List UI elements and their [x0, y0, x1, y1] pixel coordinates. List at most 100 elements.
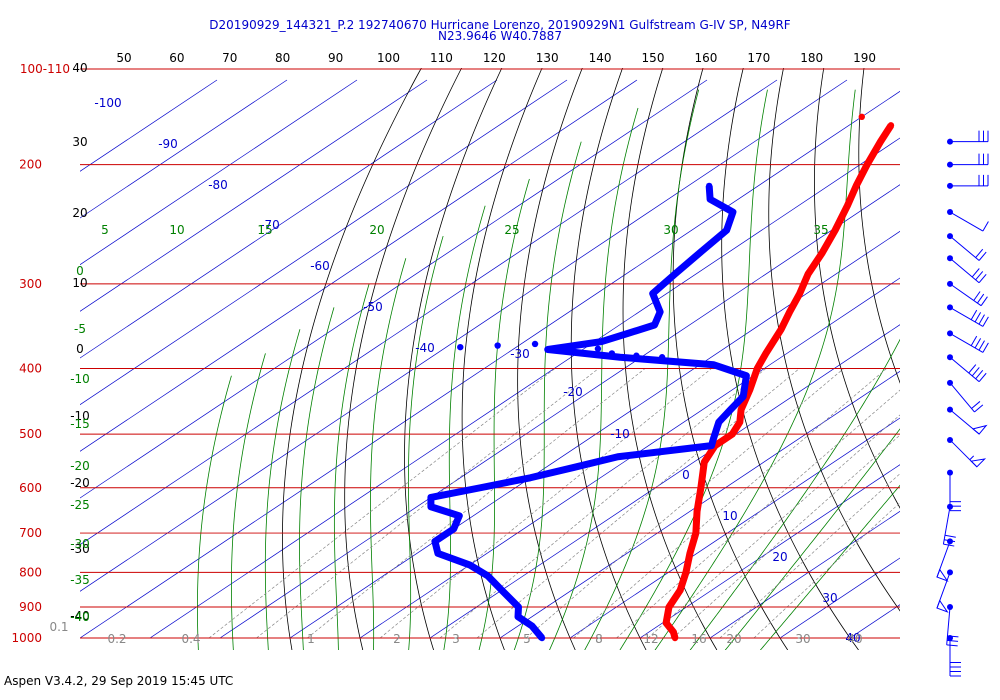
- moist-adiabat-label: -30: [70, 537, 90, 551]
- dewpoint-point: [608, 350, 616, 357]
- mixing-ratio-label: 1: [307, 632, 315, 646]
- wind-barb: [936, 538, 953, 582]
- dewpoint-point: [656, 308, 664, 316]
- temperature-point: [818, 249, 826, 257]
- left-temp-label: 10: [72, 276, 87, 290]
- moist-adiabat-label: 5: [101, 223, 109, 237]
- isotherm-label: 20: [772, 550, 787, 564]
- isotherm-label: 0: [682, 468, 690, 482]
- dry-adiabat-line: [985, 68, 1000, 650]
- temperature-point: [786, 308, 793, 316]
- dewpoint-point: [715, 418, 723, 426]
- temperature-point: [729, 430, 736, 438]
- temperature-point: [746, 386, 754, 393]
- isotherm-label: -90: [158, 137, 178, 151]
- top-temp-label: 70: [222, 51, 237, 65]
- temperature-point: [796, 290, 803, 297]
- isotherm-label: -20: [563, 385, 583, 399]
- wind-barb-feather: [975, 248, 984, 258]
- wind-barb-feather: [970, 335, 978, 346]
- temperature-point: [762, 350, 770, 357]
- dewpoint-point: [723, 227, 730, 234]
- dewpoint-point: [671, 270, 679, 278]
- wind-barb-staff: [942, 506, 951, 545]
- top-temp-label: 110: [430, 51, 453, 65]
- dewpoint-point: [710, 361, 718, 368]
- wind-barb-station: [947, 569, 953, 576]
- moist-adiabat-label: -10: [70, 372, 90, 386]
- profile-group: [427, 113, 895, 642]
- wind-barb-feather: [975, 370, 984, 380]
- isotherm-label: -100: [94, 96, 121, 110]
- moist-adiabat-label: 10: [169, 223, 184, 237]
- wind-barb-station: [947, 503, 953, 510]
- dewpoint-point: [708, 442, 715, 449]
- top-temp-label: 180: [800, 51, 823, 65]
- temperature-point: [844, 202, 851, 209]
- dewpoint-point: [477, 484, 484, 491]
- temperature-point: [701, 458, 708, 466]
- isotherm-label: 30: [822, 591, 837, 605]
- moist-adiabat-label: -40: [70, 610, 90, 624]
- wind-barb-staff: [949, 306, 984, 327]
- wind-barb-station: [947, 538, 953, 545]
- moist-adiabat-line: [513, 141, 582, 650]
- moist-adiabat-label: 25: [504, 223, 519, 237]
- isotherm-label: -10: [610, 427, 630, 441]
- left-temp-label: 20: [72, 206, 87, 220]
- wind-barb-flag: [936, 568, 949, 582]
- wind-barb-staff: [949, 235, 980, 261]
- moist-adiabat-line: [759, 484, 900, 650]
- wind-barb-station: [947, 330, 953, 337]
- wind-barb-feather: [973, 291, 981, 301]
- wind-barb: [947, 379, 984, 413]
- wind-barb-feather: [974, 312, 982, 323]
- isotherm-label: -70: [260, 218, 280, 232]
- isotherm-line: [849, 604, 900, 639]
- temperature-point: [686, 550, 694, 557]
- dewpoint-point: [616, 354, 624, 361]
- isotherm-label: 40: [845, 631, 860, 645]
- dewpoint-point: [570, 464, 578, 471]
- temperature-point: [682, 569, 690, 576]
- moist-adiabat-line: [408, 235, 444, 650]
- wind-barb-station: [947, 469, 953, 476]
- wind-barb-feather: [978, 372, 987, 382]
- temperature-point: [887, 122, 895, 129]
- moist-adiabat-line: [197, 375, 232, 650]
- wind-barb: [947, 330, 989, 353]
- top-temp-label: 120: [483, 51, 506, 65]
- mixing-ratio-label: 5: [523, 632, 531, 646]
- wind-barb-feather: [946, 644, 958, 647]
- wind-barb-half-feather: [969, 455, 975, 461]
- dewpoint-point: [729, 208, 737, 216]
- wind-barb-flag: [971, 424, 988, 435]
- dewpoint-point: [538, 634, 546, 642]
- dewpoint-point: [633, 352, 640, 359]
- dewpoint-point: [614, 453, 622, 460]
- moist-adiabat-label: 35: [813, 223, 828, 237]
- temperature-point: [863, 161, 871, 168]
- wind-barb-feather: [980, 296, 988, 306]
- mixing-ratio-line: [476, 368, 800, 639]
- top-temp-label: 160: [694, 51, 717, 65]
- isotherm-label: -80: [208, 178, 228, 192]
- wind-barb: [947, 255, 987, 284]
- wind-barb-staff: [949, 257, 980, 284]
- mixing-ratio-label: 0.2: [107, 632, 126, 646]
- page-title: D20190929_144321_P.2 192740670 Hurricane…: [0, 19, 1000, 42]
- wind-barb-feather: [982, 316, 989, 327]
- mixing-ratio-label: 0.1: [49, 620, 68, 634]
- mixing-ratio-label: 40: [847, 632, 862, 646]
- dewpoint-point: [528, 622, 536, 630]
- isotherm-line: [149, 137, 900, 639]
- dewpoint-point: [494, 342, 501, 349]
- dewpoint-point: [705, 182, 713, 190]
- wind-barb-station: [947, 161, 953, 168]
- dewpoint-point: [651, 321, 658, 329]
- wind-barb-station: [947, 604, 953, 611]
- wind-barb: [947, 354, 987, 383]
- left-temp-label: 30: [72, 135, 87, 149]
- wind-barb-staff: [949, 332, 984, 353]
- dewpoint-point: [696, 249, 703, 257]
